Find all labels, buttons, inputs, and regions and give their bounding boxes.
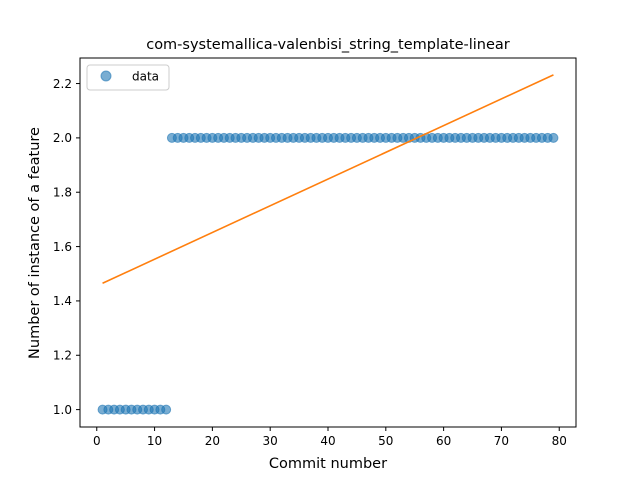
y-tick-label: 2.0 xyxy=(53,131,72,145)
plot-area xyxy=(97,74,559,415)
x-tick-label: 40 xyxy=(320,434,335,448)
y-tick-label: 1.6 xyxy=(53,240,72,254)
y-tick-label: 2.2 xyxy=(53,77,72,91)
legend-marker xyxy=(100,70,112,82)
chart-title: com-systemallica-valenbisi_string_templa… xyxy=(146,37,510,53)
y-tick-label: 1.4 xyxy=(53,294,72,308)
legend: data xyxy=(86,64,170,91)
x-tick-label: 50 xyxy=(378,434,393,448)
x-tick-label: 60 xyxy=(436,434,451,448)
x-tick-label: 10 xyxy=(147,434,162,448)
x-tick-label: 80 xyxy=(552,434,567,448)
x-tick-label: 0 xyxy=(93,434,101,448)
x-tick-label: 20 xyxy=(205,434,220,448)
fit-line xyxy=(102,74,554,284)
x-tick-label: 70 xyxy=(494,434,509,448)
data-point xyxy=(548,132,559,143)
x-axis-label: Commit number xyxy=(269,456,387,472)
y-tick-label: 1.8 xyxy=(53,186,72,200)
x-axis: 0 10 20 30 40 50 60 70 80 xyxy=(93,427,567,448)
data-point xyxy=(161,404,172,415)
x-tick-label: 30 xyxy=(263,434,278,448)
legend-label-data: data xyxy=(132,70,159,84)
y-axis-label: Number of instance of a feature xyxy=(27,127,43,359)
y-tick-label: 1.0 xyxy=(53,403,72,417)
y-tick-label: 1.2 xyxy=(53,349,72,363)
y-axis: 1.0 1.2 1.4 1.6 1.8 2.0 2.2 xyxy=(53,77,80,417)
